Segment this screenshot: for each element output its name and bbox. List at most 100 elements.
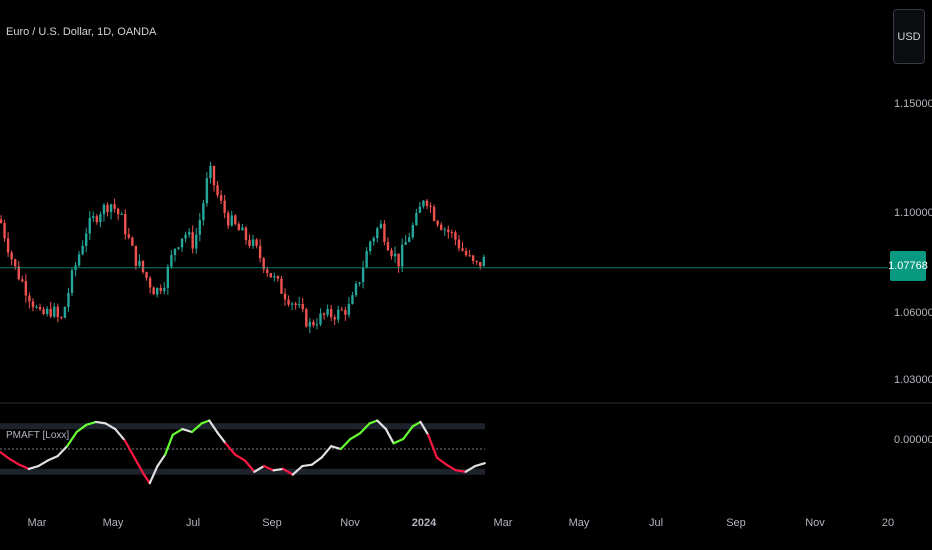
indicator-label[interactable]: PMAFT [Loxx] <box>6 430 70 441</box>
candle-body <box>209 165 212 179</box>
osc-segment <box>427 433 438 459</box>
candle-body <box>170 254 173 267</box>
candle-body <box>237 224 241 231</box>
time-tick-label: Nov <box>805 517 825 529</box>
candle-body <box>301 303 304 310</box>
price-axis: 1.15000 1.10000 1.06000 1.03000 0.00000 <box>894 98 932 446</box>
osc-segment <box>156 453 167 468</box>
price-tick-label: 1.15000 <box>894 98 932 110</box>
oscillator-pane <box>0 419 486 485</box>
candle-body <box>120 214 123 216</box>
osc-segment <box>320 445 333 459</box>
candle-body <box>180 238 184 248</box>
osc-segment <box>37 459 50 468</box>
candle-body <box>17 266 20 280</box>
time-tick-label: May <box>569 517 590 529</box>
candle-body <box>425 200 429 206</box>
candle-body <box>411 225 414 238</box>
candle-body <box>92 216 95 218</box>
osc-segment <box>376 419 388 431</box>
time-tick-label: Nov <box>340 517 360 529</box>
candle-body <box>159 287 162 292</box>
osc-segment <box>392 437 405 445</box>
time-tick-label: 20 <box>882 517 894 529</box>
candle-body <box>95 216 99 223</box>
candle-body <box>464 250 468 256</box>
osc-segment <box>435 456 448 466</box>
candle-body <box>81 245 84 255</box>
candle-body <box>49 308 52 317</box>
candle-body <box>219 195 223 201</box>
candle-body <box>447 229 450 233</box>
candle-body <box>173 248 177 255</box>
candle-body <box>24 281 28 296</box>
candle-body <box>21 279 24 282</box>
price-tick-label: 1.06000 <box>894 307 932 319</box>
osc-segment <box>8 457 21 466</box>
candle-body <box>393 253 397 257</box>
candle-body <box>479 261 482 267</box>
candle-body <box>290 303 294 305</box>
osc-segment <box>419 420 430 436</box>
osc-segment <box>56 445 69 458</box>
candle-body <box>319 313 322 325</box>
candle-body <box>14 259 17 267</box>
candle-body <box>298 303 301 306</box>
candle-body <box>372 237 375 242</box>
candle-body <box>205 178 209 204</box>
osc-segment <box>181 427 194 434</box>
candle-body <box>227 212 230 226</box>
candle-body <box>77 254 81 266</box>
candle-body <box>3 222 6 239</box>
last-price-badge: 1.07768 <box>888 251 928 281</box>
candle-body <box>475 260 478 262</box>
candle-body <box>283 293 287 300</box>
osc-segment <box>384 427 395 445</box>
candle-body <box>230 215 233 226</box>
osc-segment <box>208 419 219 434</box>
candle-body <box>337 309 340 320</box>
candle-body <box>351 295 354 304</box>
candle-body <box>109 204 113 213</box>
candle-body <box>322 313 326 315</box>
candle-body <box>191 232 194 249</box>
candle-body <box>152 287 155 295</box>
candle-body <box>145 272 148 279</box>
candle-body <box>184 234 187 239</box>
candle-body <box>113 204 116 209</box>
osc-segment <box>262 464 275 472</box>
candle-body <box>280 278 283 294</box>
osc-segment <box>454 469 467 473</box>
candle-body <box>163 287 166 292</box>
candle-body <box>383 223 386 242</box>
candle-body <box>369 241 372 252</box>
candle-body <box>344 309 347 315</box>
osc-segment <box>133 456 146 476</box>
candle-body <box>262 258 265 270</box>
osc-segment <box>474 462 486 468</box>
price-tick-label: 1.10000 <box>894 207 932 219</box>
candle-body <box>315 324 319 326</box>
candle-body <box>38 306 42 310</box>
osc-level-band <box>0 423 485 430</box>
candle-body <box>53 306 56 317</box>
osc-segment <box>215 430 227 445</box>
candle-body <box>177 247 180 249</box>
candle-body <box>138 260 141 266</box>
candle-body <box>443 229 446 231</box>
osc-segment <box>402 425 414 441</box>
candle-body <box>450 232 454 234</box>
candle-body <box>386 241 390 251</box>
candle-body <box>241 227 244 231</box>
candle-body <box>471 255 475 261</box>
osc-segment <box>464 464 477 473</box>
candle-body <box>216 185 219 196</box>
osc-segment <box>368 419 379 425</box>
candle-body <box>141 260 145 273</box>
osc-segment <box>85 420 98 426</box>
candle-body <box>333 317 336 320</box>
currency-button[interactable]: USD <box>893 9 925 64</box>
candle-body <box>248 239 251 246</box>
candle-body <box>127 234 130 238</box>
